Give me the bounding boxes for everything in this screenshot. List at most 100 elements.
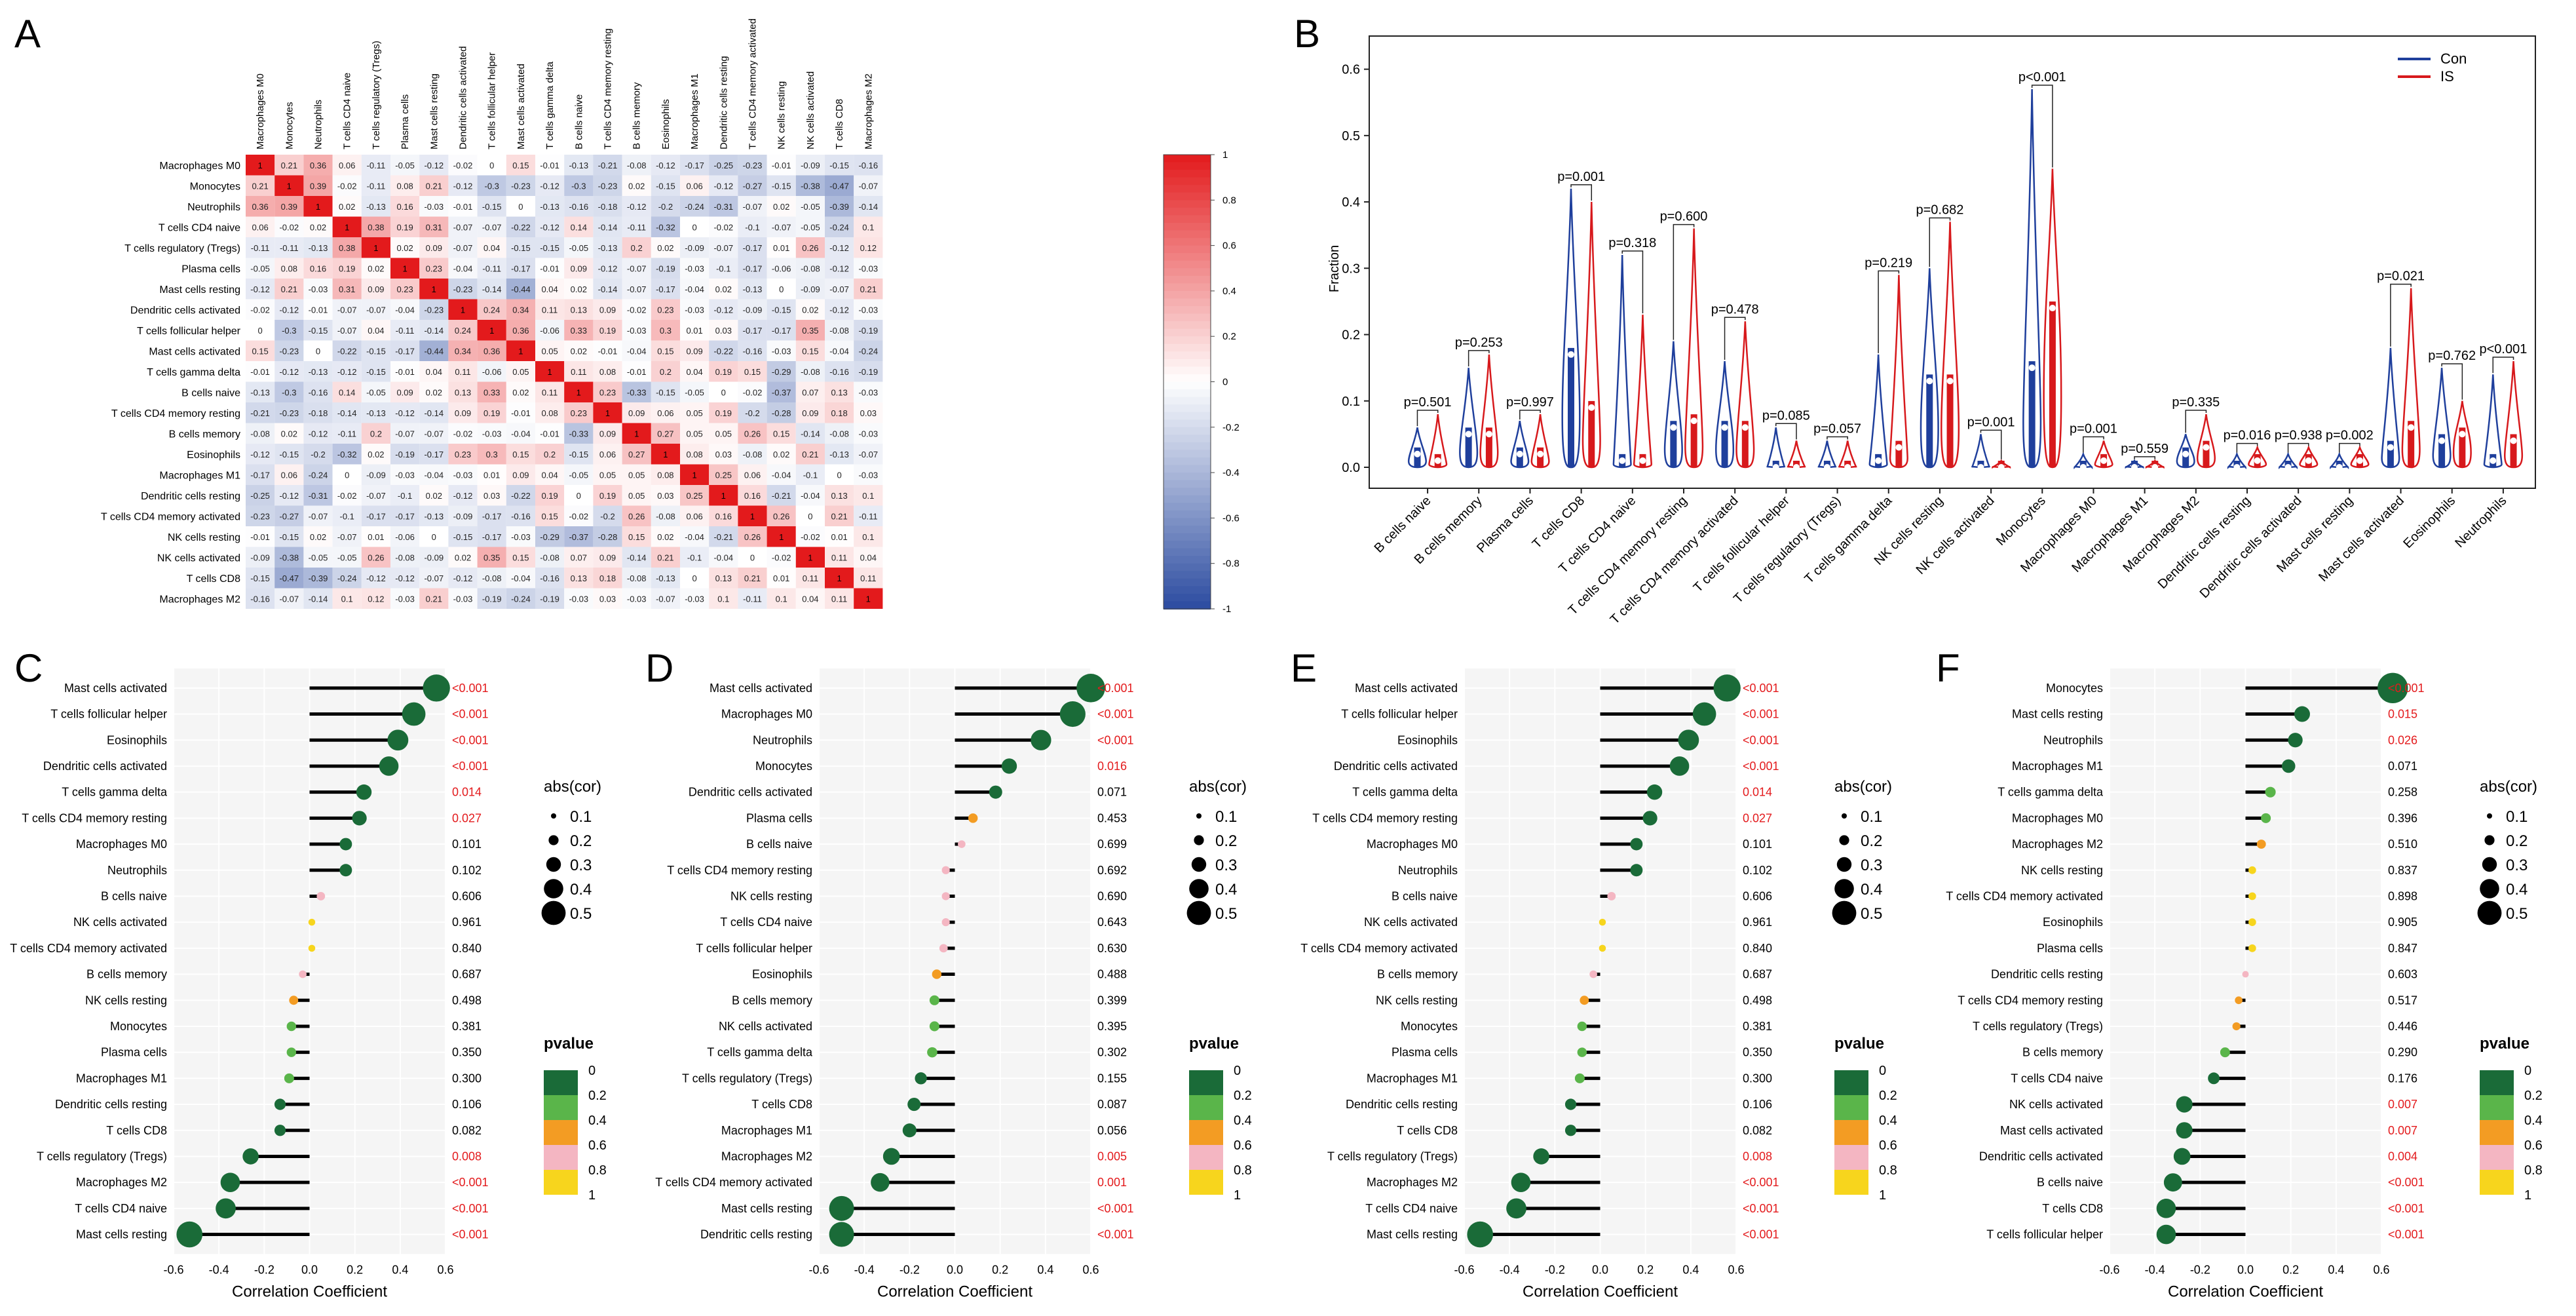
- heatmap-cell-value: 1: [345, 222, 349, 232]
- heatmap-cell: [303, 196, 333, 217]
- violin-box: [2459, 427, 2466, 467]
- y-axis-tick-label: Monocytes: [755, 760, 812, 773]
- legend-color-label: 1: [588, 1188, 596, 1203]
- heatmap-cell: [680, 568, 710, 589]
- legend-color-label: 0.4: [588, 1113, 607, 1128]
- heatmap-cell: [564, 196, 594, 217]
- colorbar-segment: [1164, 442, 1211, 451]
- lollipop-dot: [1564, 1125, 1577, 1136]
- heatmap-cell-value: -0.02: [250, 305, 270, 315]
- heatmap-cell-value: 0.26: [802, 243, 818, 253]
- heatmap-cell: [738, 381, 767, 402]
- colorbar-segment: [1164, 222, 1211, 231]
- colorbar-segment: [1164, 571, 1211, 579]
- heatmap-cell-value: -0.16: [829, 367, 849, 377]
- heatmap-cell: [361, 155, 390, 176]
- heatmap-cell-value: -0.16: [569, 202, 588, 212]
- lollipop-dot: [989, 785, 1002, 799]
- pvalue-value: <0.001: [1097, 708, 1134, 721]
- heatmap-cell: [593, 423, 622, 444]
- heatmap-cell: [332, 485, 362, 506]
- violin-median: [1823, 464, 1830, 471]
- legend-color-swatch: [1189, 1170, 1223, 1195]
- heatmap-cell: [795, 175, 825, 196]
- heatmap-cell-value: 0.21: [426, 594, 442, 604]
- violin-median: [1414, 450, 1421, 457]
- heatmap-cell-value: -0.09: [366, 470, 386, 480]
- lollipop-dot: [308, 918, 316, 926]
- heatmap-cell-value: -0.11: [627, 222, 646, 232]
- heatmap-cell: [303, 588, 333, 609]
- pvalue-value: <0.001: [1097, 682, 1134, 695]
- violin-box: [1485, 427, 1492, 467]
- heatmap-cell-value: -0.04: [685, 284, 704, 294]
- heatmap-cell: [680, 320, 710, 341]
- heatmap-cell-value: 0.03: [599, 594, 616, 604]
- heatmap-row-label: Monocytes: [190, 181, 240, 192]
- pvalue-value: 0.395: [1097, 1020, 1127, 1033]
- heatmap-cell: [593, 547, 622, 568]
- heatmap-cell: [854, 464, 883, 485]
- y-axis-tick-label: Macrophages M0: [1367, 838, 1458, 851]
- heatmap-cell: [477, 196, 506, 217]
- violin-median: [2233, 464, 2241, 471]
- heatmap-cell-value: -0.12: [713, 181, 733, 191]
- heatmap-cell-value: 1: [577, 387, 581, 397]
- y-axis-tick-label: T cells CD4 memory activated: [10, 942, 167, 955]
- pvalue-label: p=0.219: [1865, 256, 1912, 270]
- heatmap-cell: [564, 568, 594, 589]
- heatmap-cell: [767, 444, 796, 465]
- heatmap-cell: [795, 361, 825, 382]
- heatmap-cell-value: -0.09: [424, 552, 444, 562]
- lollipop-dot: [2261, 813, 2271, 823]
- heatmap-cell-value: 0: [518, 202, 523, 212]
- heatmap-cell-value: 0.02: [657, 532, 673, 542]
- heatmap-cell: [651, 299, 680, 320]
- pvalue-value: 0.687: [1743, 968, 1772, 981]
- y-axis-tick-label: Macrophages M2: [721, 1150, 812, 1163]
- heatmap-cell-value: 0.09: [686, 346, 702, 356]
- heatmap-cell: [275, 196, 304, 217]
- violin-median: [2254, 457, 2261, 464]
- y-axis-tick-label: Mast cells activated: [710, 682, 812, 695]
- legend-color-label: 1: [1879, 1188, 1886, 1203]
- heatmap-cell: [564, 402, 594, 423]
- heatmap-cell: [767, 175, 796, 196]
- pvalue-value: <0.001: [2388, 682, 2425, 695]
- y-axis-tick-label: Monocytes: [2046, 682, 2103, 695]
- pvalue-value: 0.643: [1097, 916, 1127, 929]
- heatmap-cell-value: -0.02: [337, 181, 357, 191]
- colorbar-tick-label: 0.2: [1222, 331, 1236, 342]
- legend-size-dot: [1836, 857, 1852, 872]
- heatmap-cell: [738, 588, 767, 609]
- lollipop-dot: [356, 784, 372, 800]
- pvalue-value: <0.001: [452, 1202, 489, 1215]
- pvalue-value: 0.001: [1097, 1176, 1127, 1189]
- heatmap-cell-value: -0.17: [772, 326, 791, 336]
- heatmap-cell: [303, 464, 333, 485]
- heatmap-cell: [651, 361, 680, 382]
- heatmap-row-label: Neutrophils: [187, 202, 240, 213]
- pvalue-value: 0.517: [2388, 994, 2417, 1007]
- heatmap-cell-value: 0.08: [281, 263, 297, 273]
- heatmap-cell: [448, 547, 478, 568]
- heatmap-cell-value: 0.16: [396, 202, 413, 212]
- heatmap-cell: [709, 361, 738, 382]
- heatmap-cell-value: 0: [692, 573, 696, 583]
- heatmap-cell-value: -0.39: [829, 202, 849, 212]
- pvalue-value: 0.961: [452, 916, 482, 929]
- lollipop-dot: [289, 996, 299, 1005]
- heatmap-cell-value: -0.15: [511, 243, 531, 253]
- heatmap-cell: [622, 423, 651, 444]
- heatmap-cell-value: -0.07: [743, 202, 763, 212]
- heatmap-cell-value: 0.04: [860, 552, 877, 562]
- heatmap-cell: [651, 196, 680, 217]
- heatmap-cell: [854, 237, 883, 258]
- heatmap-cell-value: -0.05: [685, 387, 704, 397]
- pvalue-label: p=0.501: [1404, 395, 1452, 410]
- pvalue-bracket: [2338, 442, 2360, 453]
- pvalue-value: 0.027: [1743, 811, 1772, 824]
- heatmap-cell-value: 1: [316, 202, 320, 212]
- heatmap-cell-value: 1: [547, 367, 552, 377]
- heatmap-cell-value: 0.25: [686, 491, 702, 501]
